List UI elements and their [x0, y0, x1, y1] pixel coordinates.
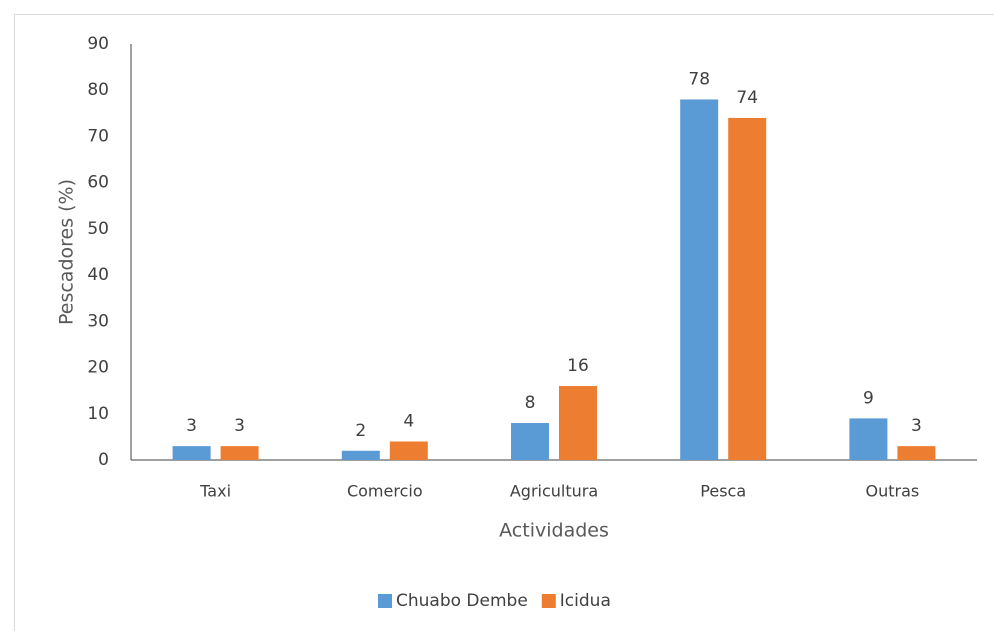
- y-axis-label: Pescadores (%): [56, 179, 78, 325]
- bar: [511, 423, 549, 460]
- y-tick-label: 70: [87, 126, 109, 146]
- bar: [728, 117, 767, 460]
- y-tick-label: 30: [87, 311, 109, 331]
- bar: [172, 446, 211, 460]
- data-label: 8: [525, 393, 536, 413]
- data-label: 2: [355, 421, 366, 441]
- chart-border: [14, 14, 994, 631]
- bar: [559, 386, 597, 460]
- x-tick-label: Agricultura: [510, 482, 598, 501]
- y-tick-label: 40: [87, 265, 109, 285]
- data-label: 74: [736, 88, 758, 108]
- legend-label: Chuabo Dembe: [396, 591, 528, 611]
- legend-label: Icidua: [560, 591, 611, 611]
- y-tick-label: 0: [98, 450, 109, 470]
- y-tick-label: 60: [87, 173, 109, 193]
- y-tick-label: 90: [87, 34, 109, 54]
- x-tick-label: Taxi: [199, 482, 231, 501]
- y-tick-label: 80: [87, 80, 109, 100]
- x-tick-label: Comercio: [347, 482, 423, 501]
- bar: [220, 446, 259, 460]
- y-tick-label: 20: [87, 358, 109, 378]
- bar: [849, 418, 888, 460]
- bar: [341, 450, 380, 460]
- bar: [897, 446, 936, 460]
- data-label: 3: [911, 416, 922, 436]
- y-tick-label: 50: [87, 219, 109, 239]
- legend-swatch: [378, 594, 392, 608]
- x-tick-label: Outras: [866, 482, 920, 501]
- x-axis-label: Actividades: [499, 520, 609, 542]
- data-label: 3: [186, 416, 197, 436]
- bar: [389, 441, 428, 460]
- y-tick-label: 10: [87, 404, 109, 424]
- data-label: 4: [403, 412, 414, 432]
- data-label: 3: [234, 416, 245, 436]
- x-tick-label: Pesca: [700, 482, 746, 501]
- data-label: 16: [567, 356, 589, 376]
- data-label: 9: [863, 388, 874, 408]
- legend-swatch: [541, 594, 556, 608]
- data-label: 78: [688, 69, 710, 89]
- bar: [680, 99, 719, 460]
